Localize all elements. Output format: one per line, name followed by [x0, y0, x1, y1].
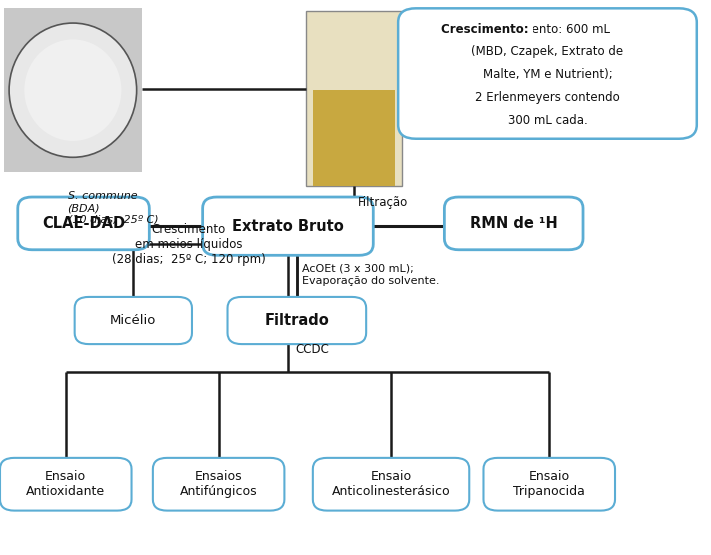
Ellipse shape	[9, 23, 137, 157]
FancyBboxPatch shape	[444, 197, 583, 250]
FancyBboxPatch shape	[203, 197, 373, 255]
FancyBboxPatch shape	[0, 458, 132, 511]
FancyBboxPatch shape	[75, 297, 192, 344]
Text: Ensaios
Antifúngicos: Ensaios Antifúngicos	[180, 470, 257, 498]
Text: Crescimento:: Crescimento:	[441, 23, 533, 36]
FancyBboxPatch shape	[228, 297, 366, 344]
Text: Crescimento: 600 mL: Crescimento: 600 mL	[484, 23, 611, 36]
Text: Ensaio
Tripanocida: Ensaio Tripanocida	[513, 470, 585, 498]
FancyBboxPatch shape	[153, 458, 284, 511]
FancyBboxPatch shape	[306, 11, 402, 186]
FancyBboxPatch shape	[398, 8, 697, 139]
Text: CCDC: CCDC	[295, 343, 329, 356]
Text: Malte, YM e Nutrient);: Malte, YM e Nutrient);	[483, 68, 612, 81]
Text: RMN de ¹H: RMN de ¹H	[470, 216, 557, 231]
Text: Micélio: Micélio	[110, 314, 156, 327]
FancyBboxPatch shape	[483, 458, 615, 511]
FancyBboxPatch shape	[313, 458, 469, 511]
Text: Ensaio
Anticolinesterásico: Ensaio Anticolinesterásico	[332, 470, 450, 498]
Text: Filtração: Filtração	[358, 196, 408, 209]
FancyBboxPatch shape	[313, 90, 395, 186]
Text: CLAE-DAD: CLAE-DAD	[42, 216, 125, 231]
Text: Filtrado: Filtrado	[264, 313, 329, 328]
Text: 2 Erlenmeyers contendo: 2 Erlenmeyers contendo	[475, 91, 620, 104]
FancyBboxPatch shape	[18, 197, 149, 250]
FancyBboxPatch shape	[4, 8, 142, 172]
Ellipse shape	[24, 39, 122, 141]
Text: Extrato Bruto: Extrato Bruto	[232, 219, 344, 234]
Text: 300 mL cada.: 300 mL cada.	[508, 114, 587, 127]
Text: AcOEt (3 x 300 mL);
Evaporação do solvente.: AcOEt (3 x 300 mL); Evaporação do solven…	[302, 264, 439, 285]
Text: S. commune
(BDA)
(10 dias,  25º C): S. commune (BDA) (10 dias, 25º C)	[68, 191, 158, 225]
Text: Crescimento
em meios líquidos
(28 dias;  25º C; 120 rpm): Crescimento em meios líquidos (28 dias; …	[112, 223, 265, 266]
Text: Ensaio
Antioxidante: Ensaio Antioxidante	[26, 470, 105, 498]
Text: (MBD, Czapek, Extrato de: (MBD, Czapek, Extrato de	[471, 46, 624, 58]
